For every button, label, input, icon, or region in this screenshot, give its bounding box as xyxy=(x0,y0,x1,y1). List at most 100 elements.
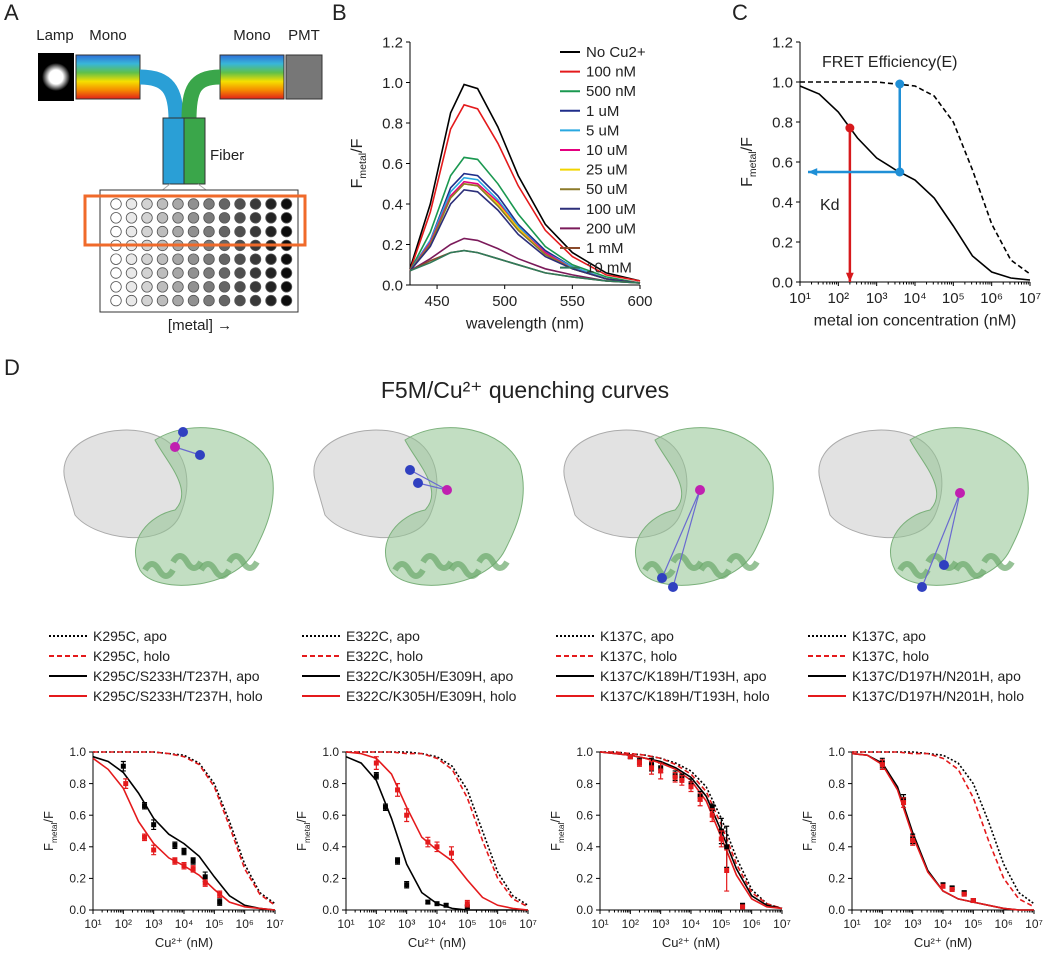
x-tick-label: 10⁵ xyxy=(205,917,223,931)
y-tick-label: 1.2 xyxy=(382,34,403,51)
well xyxy=(249,267,262,279)
y-tick-label: 0.8 xyxy=(322,777,339,791)
well xyxy=(125,225,138,238)
chart: 0.0 0.2 0.4 0.6 0.8 1.0 10¹ 10² 10³ 10⁴ 10⁵ 10⁶ 10⁷ C… xyxy=(41,628,284,950)
x-tick-label: 10⁵ xyxy=(942,290,965,307)
legend-label: K137C, apo xyxy=(852,628,926,644)
well xyxy=(125,267,138,279)
well xyxy=(187,281,200,293)
atom xyxy=(442,485,452,495)
well xyxy=(249,281,262,293)
data-point xyxy=(679,777,685,783)
series-line xyxy=(346,751,529,906)
legend-label: E322C, apo xyxy=(346,628,420,644)
well xyxy=(110,198,122,210)
domain xyxy=(889,427,1029,586)
x-axis-label: wavelength (nm) xyxy=(465,316,584,333)
well xyxy=(156,212,169,224)
well xyxy=(249,198,262,210)
y-tick-label: 1.2 xyxy=(772,34,793,51)
monochromator xyxy=(75,54,141,100)
x-tick-label: 10¹ xyxy=(337,917,354,931)
y-axis-label-part: /F xyxy=(41,811,56,823)
data-point xyxy=(181,849,187,855)
well xyxy=(110,281,122,293)
well xyxy=(110,225,122,238)
helix xyxy=(698,561,732,579)
y-tick-label: 0.0 xyxy=(772,274,793,291)
x-tick-label: 500 xyxy=(492,293,517,310)
data-point xyxy=(217,899,223,905)
well xyxy=(218,281,231,293)
y-axis-label-part: metal xyxy=(556,822,566,843)
data-point xyxy=(434,901,440,907)
domain xyxy=(634,427,774,586)
x-tick-label: 10³ xyxy=(145,917,162,931)
diagram-label: [metal] → xyxy=(168,317,232,334)
helix xyxy=(642,561,676,579)
y-axis-label-part: F xyxy=(349,178,366,188)
well xyxy=(265,225,277,238)
x-tick-label: 10⁴ xyxy=(175,917,194,931)
y-axis-label-part: /F xyxy=(800,811,815,823)
data-point xyxy=(910,837,916,843)
helix xyxy=(981,553,1015,571)
data-point xyxy=(649,765,655,771)
well xyxy=(125,281,138,293)
series-line xyxy=(409,249,641,284)
selected-row xyxy=(83,194,307,247)
y-tick-label: 0.4 xyxy=(322,840,339,854)
well xyxy=(110,267,122,279)
helix xyxy=(142,561,176,579)
legend-label: K137C/D197H/N201H, holo xyxy=(852,688,1024,704)
well xyxy=(172,267,184,279)
x-tick-label: 10⁴ xyxy=(428,917,447,931)
y-axis-label: Fmetal/F xyxy=(294,811,312,851)
y-axis-label-part: /F xyxy=(739,137,756,151)
y-tick-label: 1.0 xyxy=(322,745,339,759)
series-line xyxy=(599,751,783,910)
legend-label: 1 uM xyxy=(586,103,619,120)
x-tick-label: 10⁵ xyxy=(964,917,982,931)
x-tick-label: 10² xyxy=(622,917,639,931)
well xyxy=(218,212,231,224)
well xyxy=(203,212,215,224)
marker xyxy=(845,123,855,133)
well xyxy=(125,294,138,307)
panel-letter: D xyxy=(4,355,20,380)
data-point xyxy=(718,836,724,842)
y-tick-label: 0.6 xyxy=(322,808,339,822)
panel-letter: C xyxy=(732,0,748,25)
x-tick-label: 450 xyxy=(425,293,450,310)
atom xyxy=(170,442,180,452)
well xyxy=(249,212,262,224)
well xyxy=(172,225,184,238)
x-tick-label: 10² xyxy=(115,917,132,931)
diagram-label: PMT xyxy=(288,27,320,44)
y-axis-label: Fmetal/F xyxy=(739,137,759,187)
well xyxy=(125,253,138,265)
x-tick-label: 10⁶ xyxy=(489,917,507,931)
diagram-label: Mono xyxy=(89,27,127,44)
well xyxy=(172,281,184,293)
well xyxy=(249,253,262,265)
well xyxy=(172,294,184,307)
y-axis-label-part: /F xyxy=(349,138,366,152)
well xyxy=(280,253,293,265)
x-tick-label: 10⁴ xyxy=(903,290,926,307)
data-point xyxy=(879,762,885,768)
domain xyxy=(384,427,524,586)
data-point xyxy=(448,850,454,856)
legend-label: E322C/K305H/E309H, apo xyxy=(346,668,514,684)
y-tick-label: 0.8 xyxy=(382,115,403,132)
data-point xyxy=(190,866,196,872)
y-tick-label: 0.6 xyxy=(828,808,845,822)
legend-label: K137C/K189H/T193H, holo xyxy=(600,688,770,704)
legend-label: No Cu2+ xyxy=(586,44,646,61)
data-point xyxy=(970,898,976,904)
atom xyxy=(657,573,667,583)
helix xyxy=(897,561,931,579)
series-line xyxy=(345,755,528,911)
data-point xyxy=(949,886,955,892)
well xyxy=(203,267,215,279)
